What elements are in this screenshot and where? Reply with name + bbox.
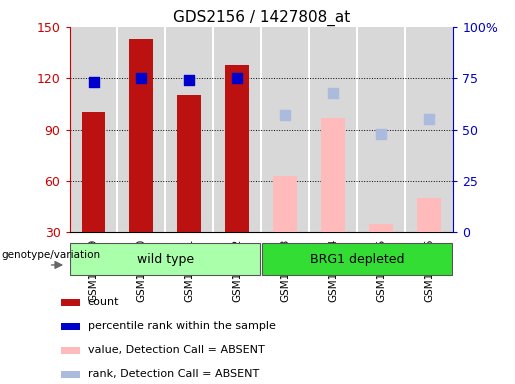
Text: count: count <box>88 297 119 307</box>
Bar <box>81 113 106 232</box>
Bar <box>321 118 345 232</box>
Bar <box>70 27 117 232</box>
Text: value, Detection Call = ABSENT: value, Detection Call = ABSENT <box>88 345 265 355</box>
Bar <box>61 299 80 306</box>
Point <box>281 112 289 118</box>
Bar <box>262 243 452 275</box>
Bar <box>61 346 80 354</box>
Bar <box>226 65 249 232</box>
Point <box>138 75 146 81</box>
Point <box>425 116 433 122</box>
Bar <box>165 27 213 232</box>
Bar <box>273 176 297 232</box>
Bar <box>369 224 393 232</box>
Text: rank, Detection Call = ABSENT: rank, Detection Call = ABSENT <box>88 369 259 379</box>
Point <box>185 77 194 83</box>
Bar <box>417 198 441 232</box>
Text: genotype/variation: genotype/variation <box>2 250 100 260</box>
Bar <box>61 371 80 377</box>
Bar <box>61 323 80 329</box>
Text: percentile rank within the sample: percentile rank within the sample <box>88 321 276 331</box>
Bar <box>71 243 261 275</box>
Title: GDS2156 / 1427808_at: GDS2156 / 1427808_at <box>173 9 350 25</box>
Point <box>90 79 98 85</box>
Text: wild type: wild type <box>137 253 194 266</box>
Point <box>233 75 242 81</box>
Bar <box>117 27 165 232</box>
Bar <box>213 27 261 232</box>
Bar <box>178 95 201 232</box>
Text: BRG1 depleted: BRG1 depleted <box>310 253 404 266</box>
Point <box>329 89 337 96</box>
Bar <box>405 27 453 232</box>
Point <box>377 131 385 137</box>
Bar <box>261 27 310 232</box>
Bar <box>129 39 153 232</box>
Bar <box>357 27 405 232</box>
Bar <box>310 27 357 232</box>
